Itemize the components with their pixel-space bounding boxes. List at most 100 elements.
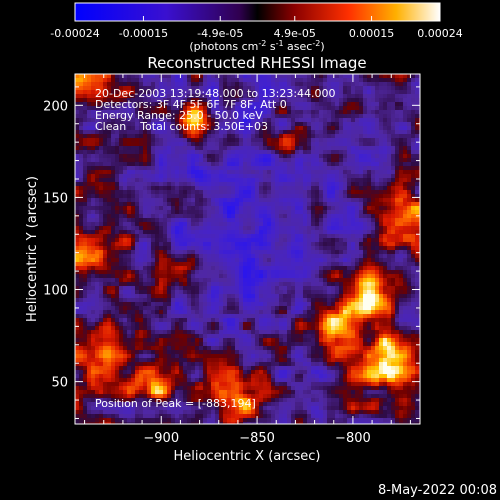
heatmap-cell	[135, 122, 139, 126]
heatmap-cell	[359, 234, 363, 238]
heatmap-cell	[183, 266, 187, 270]
heatmap-cell	[415, 246, 419, 250]
heatmap-cell	[123, 134, 127, 138]
heatmap-cell	[255, 238, 259, 242]
heatmap-cell	[127, 78, 131, 82]
heatmap-cell	[287, 134, 291, 138]
heatmap-cell	[75, 174, 79, 178]
heatmap-cell	[123, 278, 127, 282]
heatmap-cell	[99, 242, 103, 246]
heatmap-cell	[171, 118, 175, 122]
heatmap-cell	[295, 270, 299, 274]
heatmap-cell	[231, 198, 235, 202]
heatmap-cell	[203, 106, 207, 110]
heatmap-cell	[79, 194, 83, 198]
heatmap-cell	[267, 170, 271, 174]
heatmap-cell	[223, 222, 227, 226]
heatmap-cell	[327, 282, 331, 286]
heatmap-cell	[255, 194, 259, 198]
heatmap-cell	[99, 190, 103, 194]
heatmap-cell	[219, 190, 223, 194]
heatmap-cell	[115, 282, 119, 286]
heatmap-cell	[403, 190, 407, 194]
heatmap-cell	[307, 190, 311, 194]
heatmap-cell	[199, 234, 203, 238]
heatmap-cell	[143, 294, 147, 298]
heatmap-cell	[291, 262, 295, 266]
heatmap-cell	[207, 78, 211, 82]
heatmap-cell	[195, 290, 199, 294]
heatmap-cell	[259, 194, 263, 198]
heatmap-cell	[103, 86, 107, 90]
heatmap-cell	[367, 270, 371, 274]
heatmap-cell	[363, 210, 367, 214]
heatmap-cell	[171, 238, 175, 242]
heatmap-cell	[179, 294, 183, 298]
heatmap-cell	[379, 74, 383, 78]
heatmap-cell	[359, 250, 363, 254]
heatmap-cell	[303, 122, 307, 126]
heatmap-cell	[367, 290, 371, 294]
heatmap-cell	[179, 90, 183, 94]
heatmap-cell	[75, 162, 79, 166]
heatmap-cell	[335, 190, 339, 194]
heatmap-cell	[195, 234, 199, 238]
heatmap-cell	[351, 294, 355, 298]
heatmap-cell	[327, 146, 331, 150]
heatmap-cell	[251, 298, 255, 302]
heatmap-cell	[327, 242, 331, 246]
heatmap-cell	[119, 166, 123, 170]
heatmap-cell	[191, 218, 195, 222]
heatmap-cell	[375, 146, 379, 150]
heatmap-cell	[323, 214, 327, 218]
heatmap-cell	[203, 126, 207, 130]
heatmap-cell	[111, 166, 115, 170]
heatmap-cell	[171, 110, 175, 114]
heatmap-cell	[319, 154, 323, 158]
heatmap-cell	[215, 294, 219, 298]
heatmap-cell	[239, 86, 243, 90]
heatmap-cell	[159, 218, 163, 222]
heatmap-cell	[127, 122, 131, 126]
heatmap-cell	[407, 182, 411, 186]
heatmap-cell	[103, 74, 107, 78]
heatmap-cell	[235, 282, 239, 286]
heatmap-cell	[235, 138, 239, 142]
heatmap-cell	[135, 246, 139, 250]
heatmap-cell	[331, 138, 335, 142]
heatmap-cell	[355, 178, 359, 182]
heatmap-cell	[331, 266, 335, 270]
heatmap-cell	[255, 106, 259, 110]
heatmap-cell	[267, 146, 271, 150]
heatmap-cell	[263, 130, 267, 134]
heatmap-cell	[275, 174, 279, 178]
heatmap-cell	[95, 242, 99, 246]
heatmap-cell	[211, 130, 215, 134]
heatmap-cell	[383, 178, 387, 182]
heatmap-cell	[127, 302, 131, 306]
heatmap-cell	[347, 82, 351, 86]
heatmap-cell	[355, 266, 359, 270]
heatmap-cell	[291, 258, 295, 262]
heatmap-cell	[187, 262, 191, 266]
heatmap-cell	[375, 86, 379, 90]
heatmap-cell	[111, 246, 115, 250]
heatmap-cell	[319, 98, 323, 102]
heatmap-cell	[299, 250, 303, 254]
heatmap-cell	[163, 134, 167, 138]
heatmap-cell	[287, 94, 291, 98]
heatmap-cell	[171, 242, 175, 246]
heatmap-cell	[367, 210, 371, 214]
heatmap-cell	[247, 274, 251, 278]
heatmap-cell	[363, 270, 367, 274]
heatmap-cell	[399, 210, 403, 214]
heatmap-cell	[267, 82, 271, 86]
heatmap-cell	[163, 210, 167, 214]
heatmap-cell	[315, 206, 319, 210]
heatmap-cell	[287, 158, 291, 162]
heatmap-cell	[327, 158, 331, 162]
heatmap-cell	[387, 190, 391, 194]
heatmap-cell	[339, 158, 343, 162]
heatmap-cell	[127, 154, 131, 158]
heatmap-cell	[171, 222, 175, 226]
